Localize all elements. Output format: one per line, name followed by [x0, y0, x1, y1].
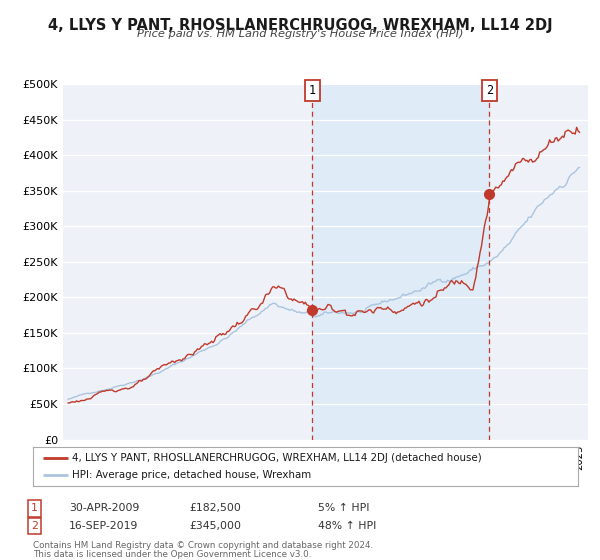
Text: 48% ↑ HPI: 48% ↑ HPI [318, 521, 376, 531]
Text: £182,500: £182,500 [189, 503, 241, 514]
Text: 4, LLYS Y PANT, RHOSLLANERCHRUGOG, WREXHAM, LL14 2DJ: 4, LLYS Y PANT, RHOSLLANERCHRUGOG, WREXH… [47, 18, 553, 33]
Text: Contains HM Land Registry data © Crown copyright and database right 2024.: Contains HM Land Registry data © Crown c… [33, 541, 373, 550]
Text: 4, LLYS Y PANT, RHOSLLANERCHRUGOG, WREXHAM, LL14 2DJ (detached house): 4, LLYS Y PANT, RHOSLLANERCHRUGOG, WREXH… [72, 452, 482, 463]
Bar [313, 84, 490, 440]
Text: 1: 1 [31, 503, 38, 514]
Text: Price paid vs. HM Land Registry's House Price Index (HPI): Price paid vs. HM Land Registry's House … [137, 29, 463, 39]
Text: 5% ↑ HPI: 5% ↑ HPI [318, 503, 370, 514]
Text: This data is licensed under the Open Government Licence v3.0.: This data is licensed under the Open Gov… [33, 550, 311, 559]
Text: HPI: Average price, detached house, Wrexham: HPI: Average price, detached house, Wrex… [72, 470, 311, 480]
Text: 16-SEP-2019: 16-SEP-2019 [69, 521, 139, 531]
Text: 1: 1 [309, 84, 316, 97]
Text: 30-APR-2009: 30-APR-2009 [69, 503, 139, 514]
Text: 2: 2 [31, 521, 38, 531]
Text: £345,000: £345,000 [189, 521, 241, 531]
Text: 2: 2 [486, 84, 493, 97]
